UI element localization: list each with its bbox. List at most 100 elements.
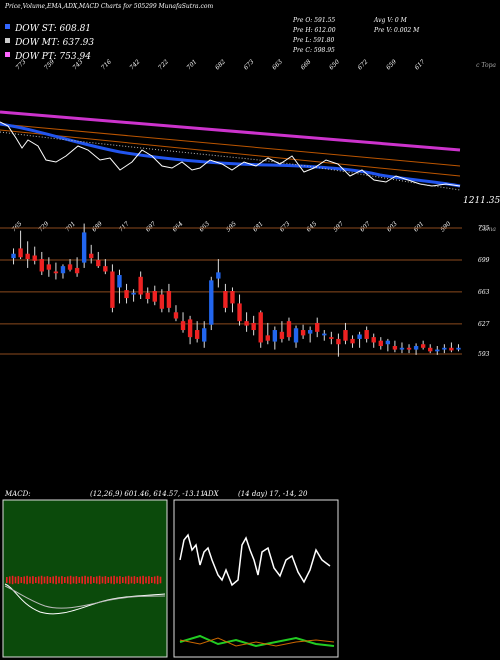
legend-item-mt: DOW MT: 637.93 xyxy=(5,30,94,48)
macd-histogram-bar xyxy=(20,577,23,583)
macd-histogram-bar xyxy=(119,576,121,584)
ema-panel: 773 759 743 716 742 722 701 682 673 663 668 650 672 6… xyxy=(0,58,461,191)
candle-body xyxy=(364,330,369,339)
macd-histogram-bar xyxy=(95,576,98,584)
macd-histogram-bar xyxy=(55,575,57,585)
candle-body xyxy=(420,344,426,348)
candle-body xyxy=(371,337,376,343)
macd-histogram-bar xyxy=(72,576,75,584)
candle-body xyxy=(11,253,16,259)
macd-histogram-bar xyxy=(113,575,115,585)
legend-swatch xyxy=(5,24,10,29)
candle-body xyxy=(357,334,362,339)
macd-histogram-bar xyxy=(46,576,49,584)
candle-body xyxy=(406,347,412,350)
macd-histogram-bar xyxy=(124,576,127,584)
chart-title: Price,Volume,EMA,ADX,MACD Charts for 505… xyxy=(5,3,214,10)
price-level-label: 663 xyxy=(478,289,490,296)
macd-histogram-bar xyxy=(52,576,54,584)
candle-body xyxy=(336,338,341,345)
candle-body xyxy=(286,321,292,338)
macd-histogram-bar xyxy=(58,576,60,584)
macd-histogram-bar xyxy=(32,576,34,584)
stat-high: Pre H: 612.00 xyxy=(293,27,336,34)
candle-body xyxy=(223,291,228,308)
macd-histogram-bar xyxy=(26,575,28,585)
macd-histogram-bar xyxy=(64,577,66,583)
adx-panel xyxy=(173,499,339,658)
candle-body xyxy=(202,328,207,342)
legend-item-st: DOW ST: 608.81 xyxy=(5,16,94,34)
macd-histogram-bar xyxy=(90,576,92,584)
candle-body xyxy=(25,253,30,260)
candle-body xyxy=(293,328,299,343)
candle-body xyxy=(307,330,313,334)
legend-label: DOW ST: 608.81 xyxy=(15,24,92,34)
price-level-label: 699 xyxy=(478,257,490,264)
adx-line xyxy=(179,533,331,587)
candle-body xyxy=(392,346,398,350)
macd-values: (12,26,9) 601.46, 614.57, -13.11 xyxy=(90,490,205,498)
price-panel: 765 729 701 689 717 697 664 663 595 681 673 645 597 6… xyxy=(0,220,490,358)
volume-stats: Avg V: 0 M Pre V: 0.002 M xyxy=(374,16,419,36)
price-line xyxy=(0,121,461,187)
macd-histogram-bar xyxy=(75,576,78,584)
candle-body xyxy=(399,347,405,350)
ema-long-line xyxy=(0,110,461,152)
candle-body xyxy=(117,275,122,288)
candle-body xyxy=(60,266,66,274)
candle-body xyxy=(32,255,37,261)
legend-label: DOW PT: 753.94 xyxy=(15,52,91,62)
candle-body xyxy=(230,291,235,304)
candle-body xyxy=(413,346,419,350)
candle-body xyxy=(279,331,285,339)
macd-histogram-bar xyxy=(29,576,31,584)
stat-low: Pre L: 591.80 xyxy=(293,37,335,44)
adx-plus-di-line xyxy=(179,634,335,648)
candle-body xyxy=(53,271,59,274)
candle-body xyxy=(159,294,165,309)
price-level-label: 593 xyxy=(478,351,490,358)
stat-avg-volume: Avg V: 0 M xyxy=(374,17,407,24)
candle-body xyxy=(96,259,101,267)
candle-body xyxy=(46,264,52,270)
legend-swatch xyxy=(5,52,10,57)
candle-body xyxy=(74,267,80,274)
macd-histogram-bar xyxy=(40,575,43,585)
candle-body xyxy=(428,347,433,352)
macd-histogram-bar xyxy=(93,577,95,583)
candle-body xyxy=(216,272,221,279)
price-level-label: 627 xyxy=(478,321,490,328)
candle-body xyxy=(187,319,193,338)
candle-body xyxy=(435,349,440,352)
macd-histogram-bar xyxy=(156,575,159,585)
candle-body xyxy=(173,312,179,319)
price-level-label: 735 xyxy=(478,225,490,232)
candle-body xyxy=(145,292,150,299)
candle-body xyxy=(124,290,129,299)
candle-body xyxy=(343,330,348,341)
candle-body xyxy=(329,337,334,339)
macd-histogram-bar xyxy=(11,575,14,585)
pre-stats: Pre O: 591.55 Pre H: 612.00 Pre L: 591.8… xyxy=(293,16,336,56)
macd-histogram-bar xyxy=(148,576,150,584)
macd-histogram-bar xyxy=(17,576,20,584)
candle-body xyxy=(385,340,391,345)
macd-histogram-bar xyxy=(87,576,89,584)
ema-right-label: 1211.35 xyxy=(463,196,500,206)
candle-body xyxy=(180,321,186,331)
legend-item-pt: DOW PT: 753.94 xyxy=(5,44,94,62)
macd-histogram-bar xyxy=(107,577,110,583)
candle-body xyxy=(456,347,461,350)
macd-histogram-bar xyxy=(43,576,46,584)
candle-body xyxy=(237,303,242,322)
macd-histogram-bar xyxy=(23,576,25,584)
macd-histogram-bar xyxy=(98,575,101,585)
ema-mid-line-2 xyxy=(0,129,461,177)
macd-line xyxy=(4,583,166,615)
ema-mid-line xyxy=(0,123,461,167)
candle-body xyxy=(322,333,327,336)
macd-histogram-bar xyxy=(133,576,136,584)
